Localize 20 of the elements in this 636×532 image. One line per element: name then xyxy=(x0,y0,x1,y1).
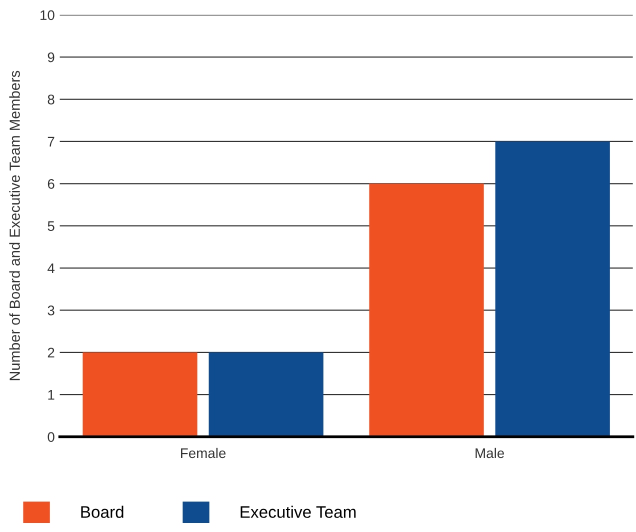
y-tick-label: 10 xyxy=(40,10,54,20)
y-tick-label: 5 xyxy=(48,221,54,232)
bar xyxy=(495,141,610,437)
y-tick-label: 0 xyxy=(48,432,54,442)
x-tick-label: Female xyxy=(181,448,226,458)
y-tick-label: 3 xyxy=(48,306,54,316)
y-tick-label: 9 xyxy=(48,52,54,62)
y-tick-label: 2 xyxy=(48,348,54,358)
bar xyxy=(369,184,484,437)
legend-label: Executive Team xyxy=(240,506,356,518)
y-tick-label: 6 xyxy=(48,178,54,189)
y-axis-title: Number of Board and Executive Team Members xyxy=(9,70,20,380)
legend-label: Board xyxy=(81,506,124,518)
y-tick-label: 8 xyxy=(48,94,54,104)
bar xyxy=(82,352,198,437)
x-tick-label: Male xyxy=(476,448,504,458)
y-tick-label: 7 xyxy=(48,136,54,146)
y-tick-label: 1 xyxy=(48,390,54,400)
bar xyxy=(208,352,324,437)
y-tick-label: 4 xyxy=(48,264,55,274)
